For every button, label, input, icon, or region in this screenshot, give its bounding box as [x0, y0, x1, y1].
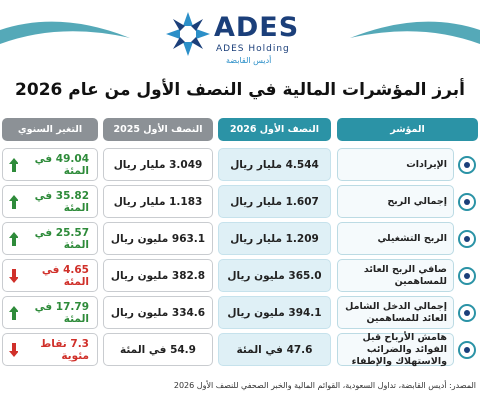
column-header: النصف الأول 2026 — [218, 118, 331, 141]
value-2025: 382.8 مليون ريال — [103, 259, 213, 292]
source: المصدر: أديس القابضة، تداول السعودية، ال… — [173, 381, 476, 390]
trend-arrow — [9, 194, 18, 209]
indicator-cell: صافي الربح العائد للمساهمين — [337, 259, 454, 292]
column-header: المؤشر — [337, 118, 478, 141]
trend-arrow — [9, 268, 19, 283]
change: 4.65 في المئة — [41, 263, 89, 288]
value-2026: 365.0 مليون ريال — [218, 259, 331, 292]
value-2026: 47.6 في المئة — [218, 333, 331, 366]
value-2025: 334.6 مليون ريال — [103, 296, 213, 329]
icon — [458, 341, 476, 359]
indicator-cell: هامش الأرباح قبل الفوائد والضرائب والاست… — [337, 331, 454, 367]
indicator: صافي الربح العائد للمساهمين — [363, 263, 447, 287]
trend-arrow — [9, 305, 18, 320]
value-2025: 1.183 مليار ريال — [103, 185, 213, 218]
value-2026: 394.1 مليون ريال — [218, 296, 331, 329]
change: 25.57 في المئة — [34, 226, 89, 251]
value-2026: 1.607 مليار ريال — [218, 185, 331, 218]
icon — [458, 267, 476, 285]
change-cell: 7.3 نقاط مئوية — [2, 333, 98, 366]
indicator-cell: الربح التشغيلي — [337, 222, 454, 255]
icon — [458, 230, 476, 248]
brand-ar: أديس القابضة — [226, 56, 272, 65]
indicator: الإيرادات — [406, 158, 447, 170]
trend-arrow — [9, 157, 18, 172]
change-cell: 17.79 في المئة — [2, 296, 98, 329]
value-2025: 963.1 مليون ريال — [103, 222, 213, 255]
brand-sub: ADES Holding — [216, 44, 290, 54]
icon — [458, 304, 476, 322]
value-2026: 1.209 مليار ريال — [218, 222, 331, 255]
change: 49.04 في المئة — [34, 152, 89, 177]
change: 35.82 في المئة — [34, 189, 89, 214]
indicator-cell: إجمالي الربح — [337, 185, 454, 218]
icon — [458, 156, 476, 174]
indicator: هامش الأرباح قبل الفوائد والضرائب والاست… — [351, 331, 447, 367]
value-2026: 4.544 مليار ريال — [218, 148, 331, 181]
change-cell: 49.04 في المئة — [2, 148, 98, 181]
column-header: التغير السنوي — [2, 118, 98, 141]
change-cell: 4.65 في المئة — [2, 259, 98, 292]
value-2025: 3.049 مليار ريال — [103, 148, 213, 181]
indicator: إجمالي الربح — [387, 195, 447, 207]
trend-arrow — [9, 342, 18, 357]
brand: ADES — [214, 12, 300, 43]
change-cell: 35.82 في المئة — [2, 185, 98, 218]
decoration — [0, 12, 480, 56]
change: 17.79 في المئة — [34, 300, 89, 325]
column-header: النصف الأول 2025 — [103, 118, 213, 141]
indicator: الربح التشغيلي — [377, 232, 447, 244]
trend-arrow — [9, 231, 18, 246]
icon — [458, 193, 476, 211]
indicator-cell: إجمالي الدخل الشامل العائد للمساهمين — [337, 296, 454, 329]
change-cell: 25.57 في المئة — [2, 222, 98, 255]
change: 7.3 نقاط مئوية — [40, 337, 89, 362]
indicator-cell: الإيرادات — [337, 148, 454, 181]
indicator: إجمالي الدخل الشامل العائد للمساهمين — [345, 300, 447, 324]
title: أبرز المؤشرات المالية في النصف الأول من … — [15, 80, 465, 100]
value-2025: 54.9 في المئة — [103, 333, 213, 366]
